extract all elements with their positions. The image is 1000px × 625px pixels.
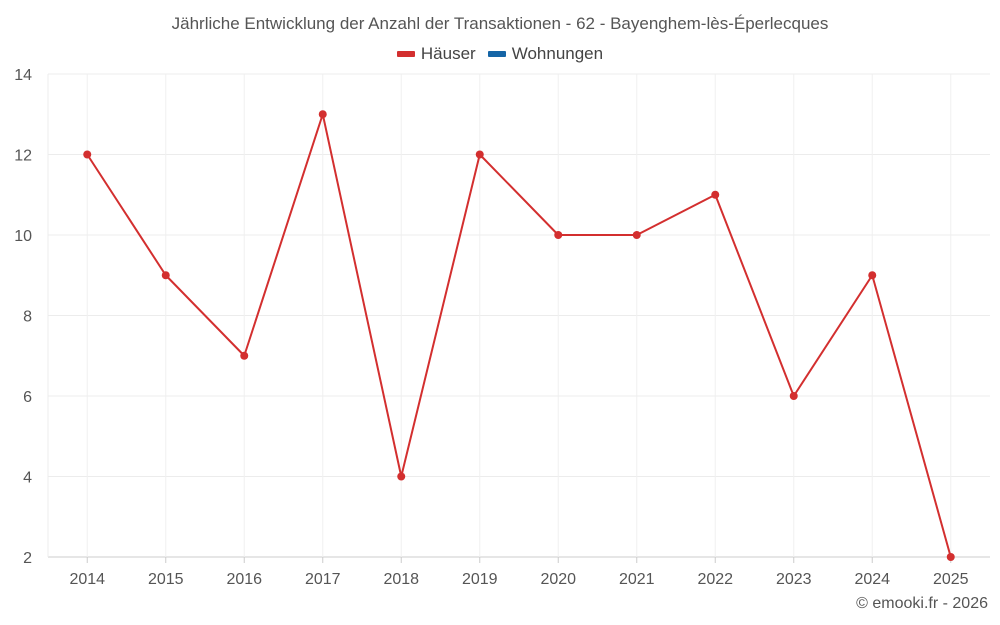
y-tick-label: 2 bbox=[23, 550, 32, 567]
x-tick-label: 2024 bbox=[854, 571, 890, 588]
data-point-haeuser bbox=[318, 110, 327, 119]
chart-title: Jährliche Entwicklung der Anzahl der Tra… bbox=[171, 14, 829, 33]
x-tick-label: 2018 bbox=[383, 571, 419, 588]
x-tick-label: 2016 bbox=[226, 571, 262, 588]
chart-legend: Häuser Wohnungen bbox=[0, 44, 1000, 64]
data-point-haeuser bbox=[161, 271, 170, 280]
legend-label-wohnungen: Wohnungen bbox=[511, 44, 604, 63]
x-tick-label: 2025 bbox=[933, 571, 969, 588]
x-tick-label: 2022 bbox=[697, 571, 733, 588]
x-tick-label: 2021 bbox=[619, 571, 655, 588]
series-line-haeuser bbox=[86, 113, 952, 558]
y-tick-label: 14 bbox=[14, 67, 32, 84]
data-point-haeuser bbox=[554, 231, 563, 239]
data-point-haeuser bbox=[632, 231, 641, 239]
x-tick-label: 2014 bbox=[69, 571, 105, 588]
y-tick-label: 10 bbox=[14, 228, 32, 245]
data-point-haeuser bbox=[397, 472, 406, 481]
x-tick-label: 2019 bbox=[462, 571, 498, 588]
data-point-haeuser bbox=[475, 150, 484, 159]
y-tick-label: 8 bbox=[23, 309, 32, 326]
data-point-haeuser bbox=[946, 553, 955, 561]
legend-label-haeuser: Häuser bbox=[420, 44, 476, 63]
data-point-haeuser bbox=[868, 271, 877, 280]
data-point-haeuser bbox=[711, 190, 720, 199]
legend-item-haeuser[interactable]: Häuser bbox=[396, 44, 476, 64]
x-tick-label: 2020 bbox=[540, 571, 576, 588]
data-point-haeuser bbox=[83, 150, 92, 159]
legend-item-wohnungen[interactable]: Wohnungen bbox=[487, 44, 604, 64]
y-tick-label: 4 bbox=[23, 470, 32, 487]
x-tick-label: 2023 bbox=[776, 571, 812, 588]
legend-swatch-wohnungen bbox=[487, 51, 506, 57]
x-tick-label: 2017 bbox=[305, 571, 341, 588]
x-tick-label: 2015 bbox=[148, 571, 184, 588]
y-tick-label: 12 bbox=[14, 148, 32, 165]
copyright-credit: © emooki.fr - 2026 bbox=[856, 595, 988, 612]
legend-swatch-haeuser bbox=[396, 51, 415, 57]
data-point-haeuser bbox=[789, 392, 798, 400]
data-point-haeuser bbox=[240, 351, 249, 360]
y-tick-label: 6 bbox=[23, 389, 32, 406]
